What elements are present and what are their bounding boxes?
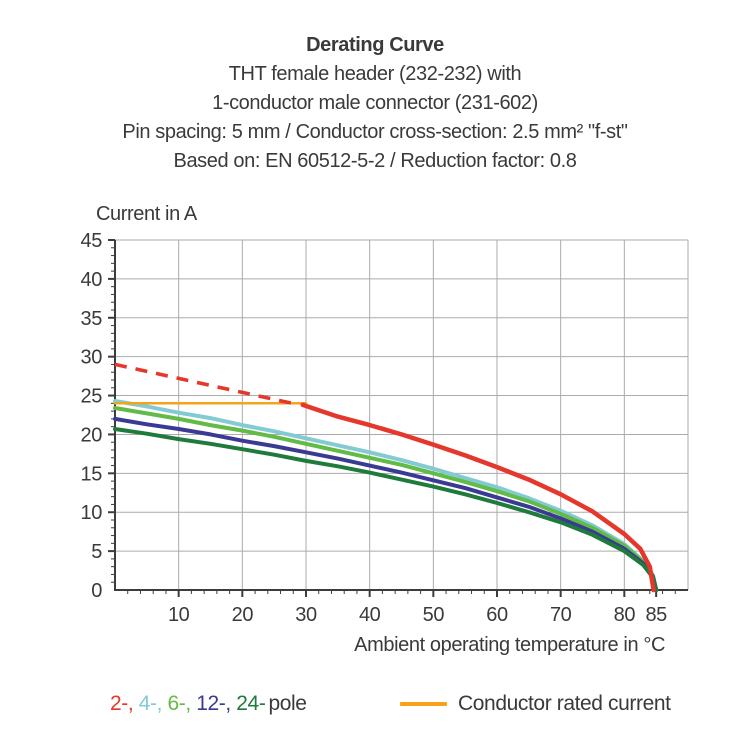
pole-legend-item: 12-, bbox=[196, 692, 237, 715]
rated-current-legend: Conductor rated current bbox=[400, 692, 671, 716]
x-tick-label: 70 bbox=[550, 604, 572, 626]
y-tick-label: 40 bbox=[81, 269, 103, 291]
y-tick-label: 20 bbox=[81, 424, 103, 446]
y-tick-label: 15 bbox=[81, 463, 103, 485]
x-tick-label: 50 bbox=[423, 604, 445, 626]
y-tick-label: 5 bbox=[91, 541, 102, 563]
legend-row: 2-, 4-, 6-, 12-, 24- pole Conductor rated… bbox=[0, 692, 750, 722]
x-axis-title: Ambient operating temperature in °C bbox=[354, 634, 665, 656]
pole-legend-suffix: pole bbox=[268, 692, 307, 715]
chart-subtitle-line-4: Based on: EN 60512-5-2 / Reduction facto… bbox=[173, 150, 577, 172]
pole-legend-item: 24- bbox=[236, 692, 266, 715]
pole-legend-item: 6-, bbox=[167, 692, 197, 715]
pole-legend-item: 4-, bbox=[138, 692, 168, 715]
chart-subtitle-line-3: Pin spacing: 5 mm / Conductor cross-sect… bbox=[122, 121, 628, 143]
rated-current-line-swatch bbox=[400, 702, 447, 706]
x-tick-label: 10 bbox=[168, 604, 190, 626]
x-tick-label: 80 bbox=[614, 604, 636, 626]
tick-labels: 10 20 30 40 50 60 70 80 85 0 5 10 15 20 25 30 35 40 45 bbox=[81, 230, 668, 626]
y-tick-label: 0 bbox=[91, 580, 102, 602]
chart-title-block: Derating Curve THT female header (232-23… bbox=[0, 31, 750, 176]
y-tick-label: 10 bbox=[81, 502, 103, 524]
series-24-pole bbox=[113, 427, 659, 592]
x-tick-label: 20 bbox=[232, 604, 254, 626]
axis-ticks bbox=[108, 239, 676, 597]
y-axis-title: Current in A bbox=[96, 203, 197, 225]
x-tick-label: 40 bbox=[359, 604, 381, 626]
y-tick-label: 30 bbox=[81, 347, 103, 369]
series-6-pole bbox=[113, 406, 659, 592]
pole-legend-item: 2-, bbox=[110, 692, 139, 715]
chart-subtitle-line-1: THT female header (232-232) with bbox=[228, 63, 522, 85]
series-2-pole bbox=[300, 402, 656, 593]
x-tick-label: 85 bbox=[645, 604, 667, 626]
chart-subtitle-line-2: 1-conductor male connector (231-602) bbox=[212, 92, 538, 114]
axis-lines bbox=[114, 240, 688, 591]
rated-current-label: Conductor rated current bbox=[458, 692, 671, 715]
pole-legend: 2-, 4-, 6-, 12-, 24- pole bbox=[110, 692, 307, 716]
series-12-pole bbox=[113, 416, 659, 592]
y-tick-label: 25 bbox=[81, 386, 103, 408]
x-tick-label: 60 bbox=[486, 604, 508, 626]
x-tick-label: 30 bbox=[295, 604, 317, 626]
series bbox=[113, 362, 659, 593]
y-tick-label: 45 bbox=[81, 230, 103, 252]
series-2-pole-extrapolated-above-rated-current- bbox=[114, 362, 300, 407]
chart-title: Derating Curve bbox=[306, 34, 444, 56]
y-tick-label: 35 bbox=[81, 308, 103, 330]
